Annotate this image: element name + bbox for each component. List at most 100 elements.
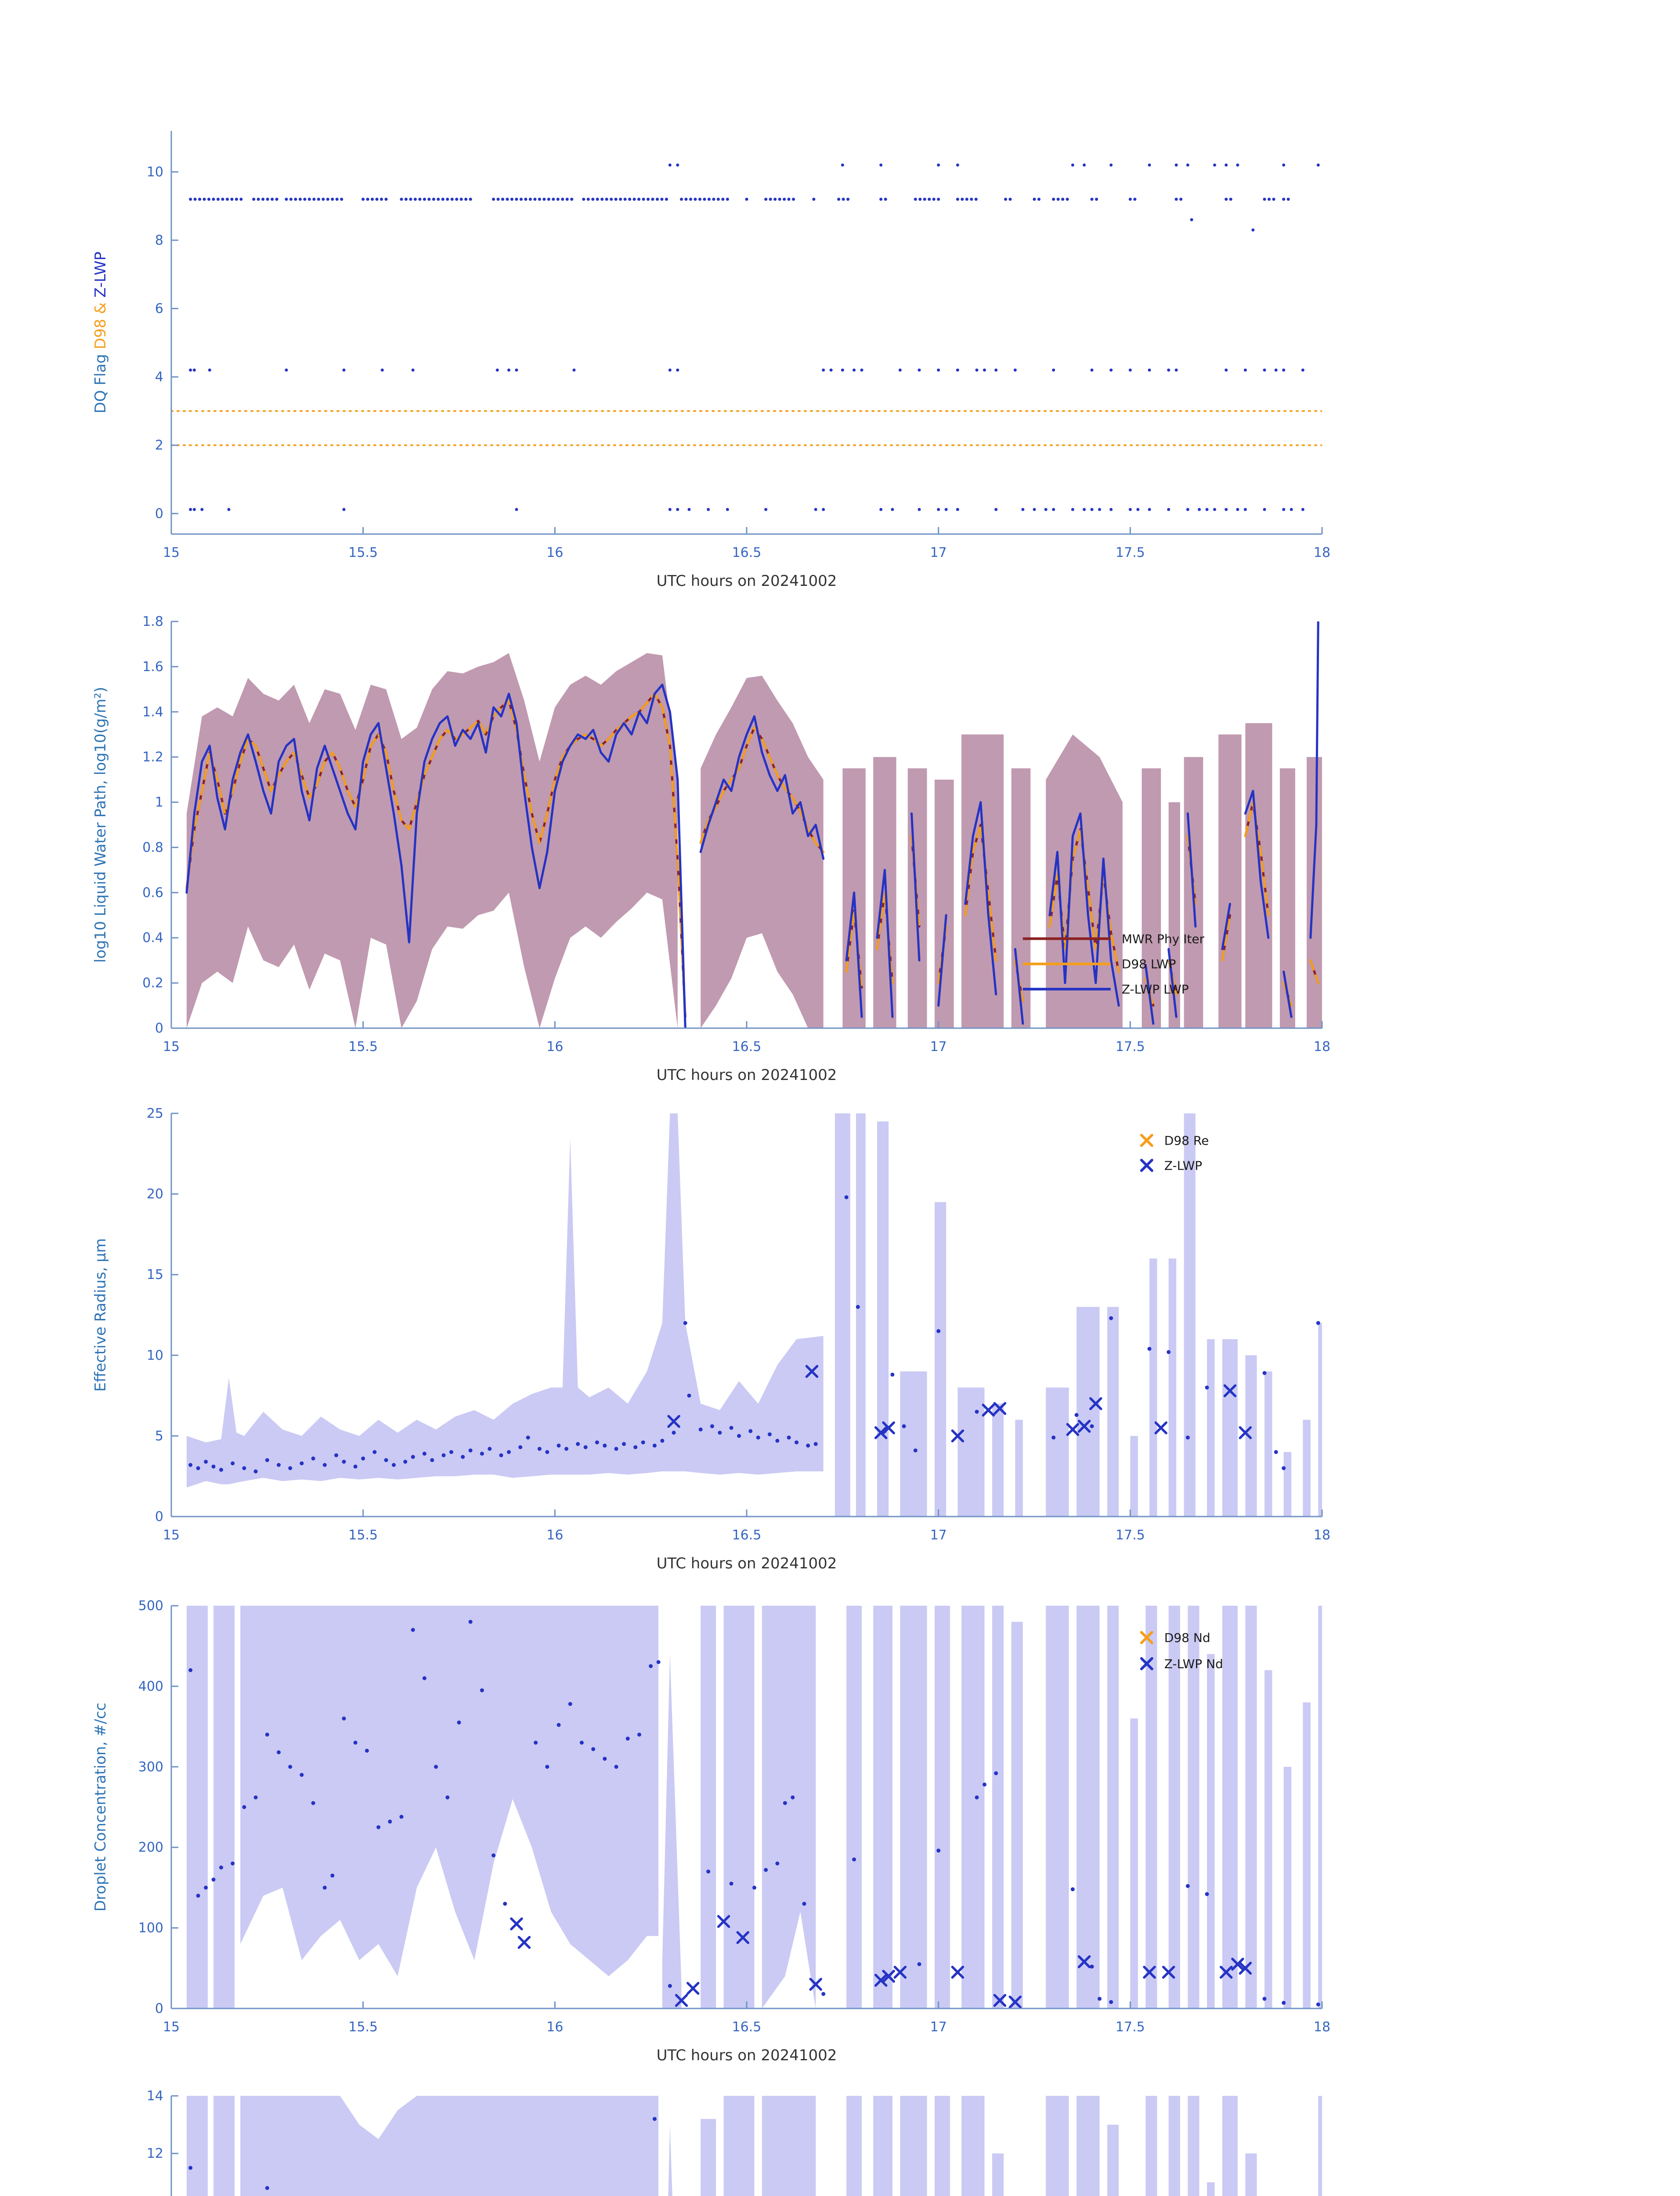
zlwp-nd-xmarks-marker (517, 1936, 531, 1949)
zlwp-nd-xmarks-marker (1219, 1965, 1233, 1979)
nd-uncertainty-band (723, 1606, 755, 2008)
effective-radius-x-tick-label: 15 (163, 1528, 180, 1543)
nd-uncertainty-band (934, 1606, 950, 2008)
zlwp-re-dots-point (449, 1450, 454, 1454)
zlwp-flag-9-point (1229, 198, 1232, 201)
zlwp-flag-9-point (450, 198, 454, 201)
zlwp-nd-dots-point (1282, 2001, 1286, 2005)
zlwp-re-dots-point (844, 1195, 849, 1199)
zlwp-flag-9-point (1282, 198, 1286, 201)
zlwp-flag-0-point (1198, 508, 1201, 511)
zlwp-flag-0-point (1128, 508, 1132, 511)
zlwp-nd-dots-point (242, 1805, 246, 1809)
zlwp-flag-9-point (591, 198, 595, 201)
zlwp-re-dots-point (372, 1450, 377, 1454)
nd-uncertainty-band (1318, 1606, 1322, 2008)
zlwp-re-dots-point (277, 1463, 281, 1467)
zlwp-flag-9-point (1061, 198, 1065, 201)
zlwp-re-dots-point (353, 1464, 358, 1469)
re-uncertainty-band (877, 1121, 889, 1517)
zlwp-flag-10-point (1186, 163, 1189, 167)
zlwp-nd-dots-point (975, 1795, 979, 1799)
zlwp-re-dots-point (422, 1452, 426, 1456)
zlwp-flag-0-point (676, 508, 679, 511)
lwp-xlabel: UTC hours on 20241002 (657, 1066, 837, 1084)
droplet-concentration-ylabel: Droplet Concentration, #/cc (92, 1703, 109, 1912)
zlwp-re-dots-point (265, 1458, 269, 1462)
zlwp-flag-9-point (384, 198, 388, 201)
zlwp-flag-10-point (676, 163, 679, 167)
zlwp-nd-dots-point (1070, 1887, 1075, 1892)
lwp-uncertainty-band (934, 780, 954, 1028)
zlwp-flag-9-point (202, 198, 206, 201)
zlwp-flag-9-point (533, 198, 537, 201)
od-uncertainty-band (762, 2096, 816, 2196)
zlwp-nd-dots-point (656, 1660, 661, 1664)
nd-uncertainty-band (662, 1654, 682, 2008)
legend-label: MWR Phy Iter (1122, 932, 1205, 946)
zlwp-flag-0-point (956, 508, 959, 511)
zlwp-flag-9-point (879, 198, 883, 201)
zlwp-flag-4-point (208, 368, 211, 372)
zlwp-flag-4-point (192, 368, 196, 372)
lwp-uncertainty-band (1307, 757, 1322, 1028)
zlwp-flag-10-point (668, 163, 672, 167)
zlwp-flag-10-point (1316, 163, 1320, 167)
zlwp-flag-10-point (937, 163, 940, 167)
droplet-concentration-x-tick-label: 16.5 (732, 2019, 762, 2035)
od-uncertainty-band (1188, 2096, 1199, 2196)
legend-label: D98 LWP (1122, 957, 1176, 972)
zlwp-flag-4-point (1282, 368, 1286, 372)
zlwp-flag-0-point (189, 508, 192, 511)
zlwp-flag-9-point (542, 198, 546, 201)
zlwp-nd-dots-point (445, 1795, 450, 1799)
nd-uncertainty-band (1283, 1766, 1292, 2008)
zlwp-re-dots-point (392, 1463, 396, 1467)
zlwp-flag-9-point (230, 198, 234, 201)
zlwp-re-dots-point (787, 1435, 791, 1440)
zlwp-nd-dots-point (411, 1628, 415, 1632)
zlwp-flag-4-point (668, 368, 672, 372)
zlwp-flag-0-point (1021, 508, 1025, 511)
zlwp-flag-9-point (506, 198, 509, 201)
zlwp-flag-9-point (266, 198, 269, 201)
zlwp-flag-9-point (565, 198, 569, 201)
zlwp-flag-9-point (375, 198, 379, 201)
zlwp-re-dots-point (461, 1455, 465, 1459)
zlwp-flag-4-point (975, 368, 979, 372)
zlwp-flag-9-point (1225, 198, 1228, 201)
zlwp-flag-9-point (937, 198, 940, 201)
zlwp-nd-dots-point (625, 1737, 630, 1741)
effective-radius-plot-area (186, 1113, 1322, 1517)
zlwp-lwp-line (910, 812, 921, 962)
zlwp-flag-9-point (665, 198, 668, 201)
zlwp-flag-9-point (712, 198, 715, 201)
zlwp-flag-0-point (1136, 508, 1140, 511)
zlwp-re-xmarks-marker (874, 1426, 888, 1439)
dq-flag-x-tick-label: 15.5 (348, 545, 378, 560)
zlwp-nd-xmarks-marker (882, 1969, 895, 1983)
zlwp-re-dots-point (430, 1458, 434, 1462)
zlwp-lwp-line (1048, 812, 1120, 1007)
zlwp-flag-9-point (400, 198, 403, 201)
zlwp-re-dots-point (384, 1458, 388, 1462)
zlwp-flag-9-point (556, 198, 560, 201)
zlwp-flag-9-point (1008, 198, 1012, 201)
dq-flag-xlabel: UTC hours on 20241002 (657, 572, 837, 590)
zlwp-re-xmarks-marker (993, 1402, 1007, 1415)
lwp-ylabel: log10 Liquid Water Path, log10(g/m²) (92, 687, 109, 963)
zlwp-re-dots-point (1147, 1347, 1152, 1351)
re-uncertainty-band (1222, 1339, 1238, 1517)
d98-lwp-line (964, 824, 997, 962)
zlwp-flag-0-point (944, 508, 948, 511)
zlwp-flag-0-point (726, 508, 729, 511)
zlwp-re-dots-point (480, 1452, 484, 1456)
zlwp-flag-9-point (884, 198, 887, 201)
zlwp-flag-9-point (745, 198, 748, 201)
re-uncertainty-band (186, 1113, 824, 1488)
zlwp-flag-9-point (459, 198, 463, 201)
zlwp-flag-9-point (239, 198, 243, 201)
re-uncertainty-band (1015, 1419, 1023, 1517)
zlwp-flag-4-point (1013, 368, 1017, 372)
d98-lwp-line (1221, 914, 1231, 962)
